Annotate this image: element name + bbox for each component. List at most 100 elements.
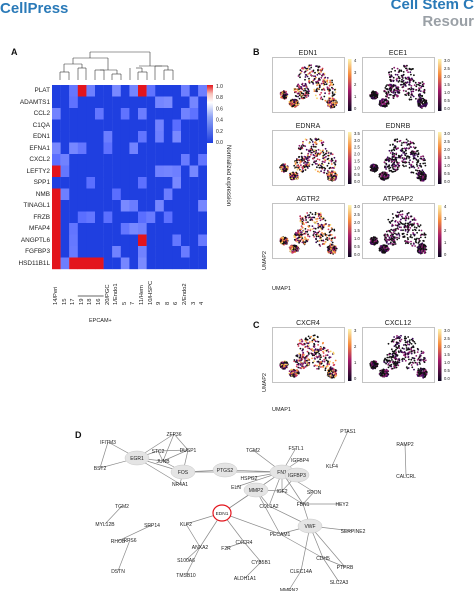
heatmap-cell [103, 108, 113, 120]
heatmap-cell [60, 188, 70, 201]
heatmap-cell [138, 223, 147, 235]
heatmap-cell [163, 200, 173, 212]
network-node-label: EGR1 [130, 456, 144, 462]
network-node-label: BST2 [94, 466, 107, 472]
network-node-shape [297, 518, 323, 534]
heatmap-cell [112, 234, 121, 247]
heatmap-cell [103, 223, 113, 235]
network-node-label: RAMP2 [396, 442, 413, 448]
network-edge [243, 541, 262, 563]
journal-subtitle: Resour [422, 13, 474, 30]
heatmap-cell [103, 119, 113, 132]
heatmap-cell [60, 177, 70, 189]
heatmap-cell [155, 96, 164, 109]
heatmap-cell [112, 200, 121, 212]
umap-colorbar [348, 205, 352, 257]
heatmap-gene-labels: PLAT ADAMTS1 CCL2 C1QA EDN1 EFNA1 CXCL2 LEFTY2 S… [4, 85, 51, 269]
colorbar-tick: 1.0 [216, 84, 223, 90]
heatmap-gene-label: EDN1 [32, 133, 50, 140]
network-node-label: MYL12B [95, 522, 115, 528]
umap-colorbar [438, 329, 442, 381]
heatmap-cell [189, 108, 199, 120]
panel-c-label: C [253, 320, 260, 330]
heatmap-cell [60, 142, 70, 155]
network-node-shape [212, 504, 232, 522]
umap-x-axis-label: UMAP1 [272, 407, 291, 413]
network-edge [185, 546, 201, 561]
network-node-label: SRP14 [144, 523, 160, 529]
heatmap-cluster-label: 4 [199, 301, 206, 305]
colorbar-label: Normalized expression [225, 145, 231, 207]
heatmap-cell [172, 234, 182, 247]
heatmap-cluster-label: 14/Peri [53, 286, 59, 305]
heatmap-cell [77, 142, 87, 155]
umap-colorbar-tick: 0.0 [354, 252, 360, 257]
heatmap-cell [172, 188, 182, 201]
umap-scatter: 3 2 1 0 [272, 327, 357, 383]
heatmap-cell [129, 188, 139, 201]
network-edge [300, 525, 311, 572]
heatmap-cell [129, 96, 139, 109]
heatmap-cell [189, 142, 199, 155]
heatmap-cell [189, 200, 199, 212]
heatmap-cell [86, 85, 96, 97]
network-edge [117, 539, 131, 572]
umap-colorbar-tick: 1 [354, 94, 357, 99]
heatmap-gene-label: ANGPTL6 [20, 236, 50, 244]
heatmap-gene-label: FGFBP3 [25, 248, 50, 255]
network-edge [331, 430, 349, 467]
umap-scatter: 3.5 3.0 2.5 2.01.5 1.0 0.5 0.0 [272, 130, 360, 186]
heatmap-cell [163, 234, 173, 247]
heatmap-cluster-label: 19 [78, 298, 85, 305]
umap-colorbar [438, 59, 442, 111]
heatmap-cell [52, 108, 61, 120]
heatmap-cell [60, 131, 70, 143]
heatmap-cell [95, 234, 104, 247]
umap-colorbar [438, 205, 442, 257]
heatmap-cell [129, 131, 139, 143]
network-node-label: S100A6 [177, 558, 195, 564]
heatmap-cell [77, 119, 87, 132]
heatmap-cell [95, 246, 104, 258]
heatmap-cell [163, 165, 173, 178]
umap-colorbar-tick: 1.5 [354, 228, 360, 233]
heatmap-cell [103, 165, 113, 178]
heatmap-cell [103, 142, 113, 155]
heatmap-cell [86, 188, 96, 201]
heatmap-cell [103, 234, 113, 247]
heatmap-cell [69, 234, 78, 247]
umap-plot: ECE1 3.0 2.5 2.0 1.5 1.0 0.5 0.0 [362, 50, 460, 118]
network-node-label: FN1 [277, 470, 287, 476]
heatmap-cell [120, 188, 130, 201]
heatmap-cell [69, 200, 78, 212]
network-node-label: IGF2 [276, 489, 287, 495]
network-edge [162, 433, 175, 462]
network-node-label: ALDH1A1 [234, 576, 256, 582]
umap-colorbar-tick: 2 [444, 228, 447, 233]
network-edge [157, 449, 189, 452]
heatmap-cell [95, 257, 104, 270]
network-node-label: PTPRB [337, 565, 354, 571]
heatmap-cell [69, 154, 78, 166]
heatmap-cell [52, 131, 61, 143]
heatmap-cells [52, 85, 207, 297]
heatmap-cell [181, 119, 190, 132]
heatmap-cell [129, 119, 139, 132]
network-node-label: FSTL1 [288, 446, 303, 452]
heatmap-gene-label: MFAP4 [29, 225, 50, 232]
network-node-label: IFITM3 [100, 440, 116, 446]
heatmap-cell [69, 211, 78, 224]
panel-b-label: B [253, 47, 260, 57]
umap-colorbar-tick: 0.0 [444, 179, 450, 184]
heatmap-cell [155, 119, 164, 132]
heatmap-cell [103, 246, 113, 258]
heatmap-cell [163, 85, 173, 97]
umap-colorbar-tick: 3.0 [354, 138, 360, 143]
heatmap-cell [52, 223, 61, 235]
colorbar: 1.0 0.8 0.6 0.4 0.2 0.0 [207, 84, 223, 146]
umap-gene-title: AGTR2 [296, 196, 320, 203]
dendrogram [59, 51, 174, 80]
heatmap-cluster-label: 2/Endo2 [182, 283, 188, 305]
umap-colorbar-tick: 2.5 [354, 212, 360, 217]
heatmap-cell [77, 177, 87, 189]
